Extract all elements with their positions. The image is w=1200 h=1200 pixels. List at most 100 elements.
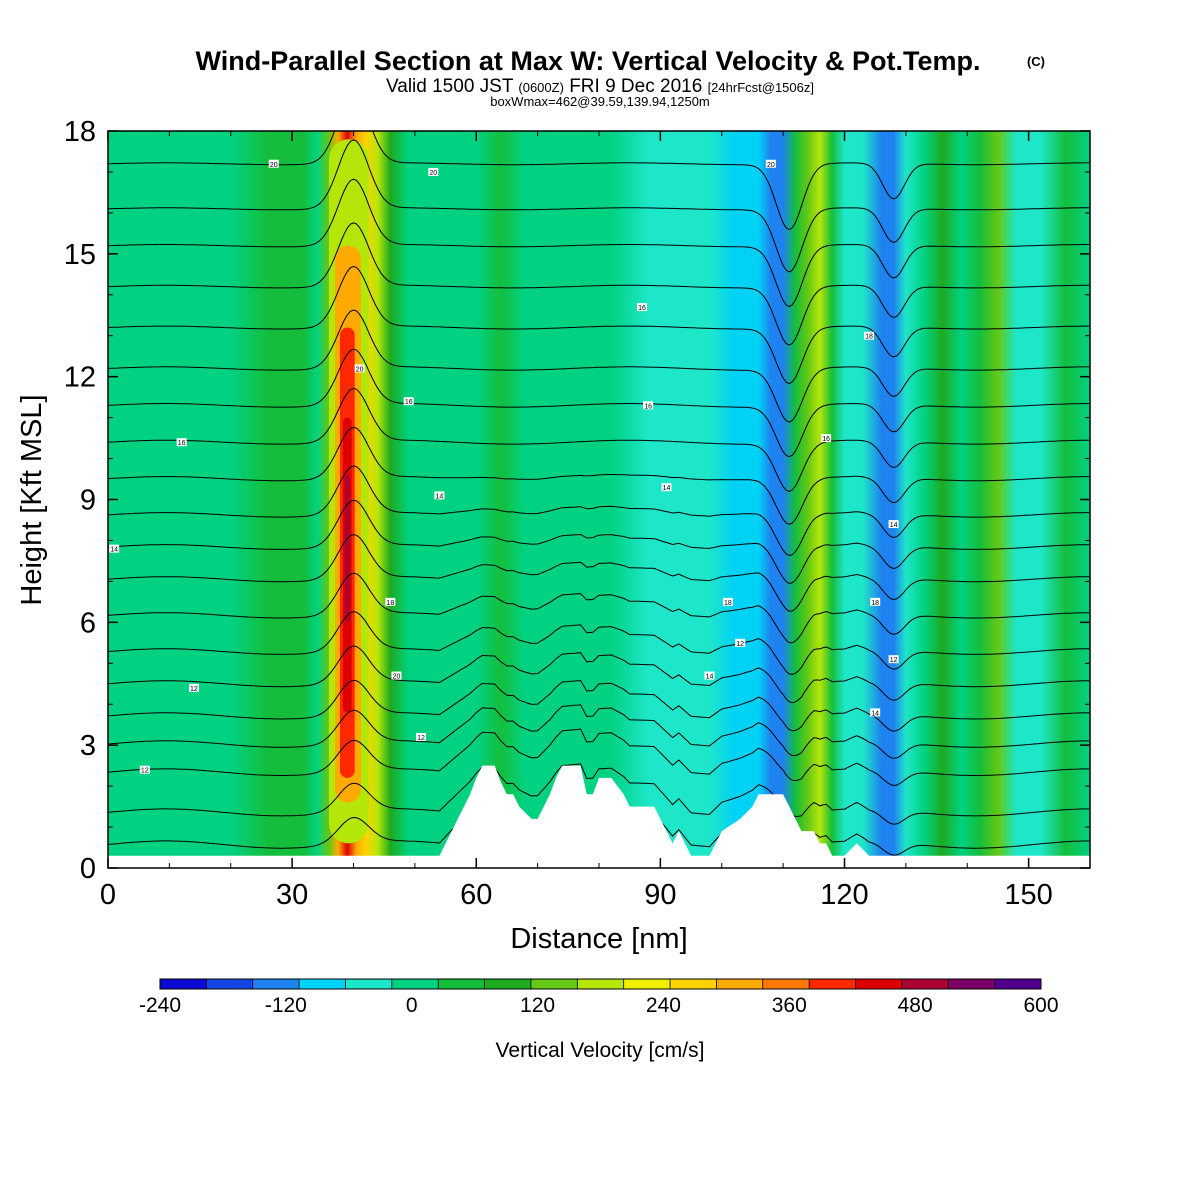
isentrope-label: 12 [417, 735, 425, 742]
x-tick-label: 90 [644, 879, 676, 911]
isentrope-label: 12 [890, 657, 898, 664]
y-tick-label: 15 [64, 239, 96, 271]
isentrope-line [108, 222, 1090, 346]
colorbar-swatch [670, 979, 717, 989]
isentrope-label: 20 [767, 162, 775, 169]
colorbar-frame [159, 978, 1042, 990]
x-tick-label: 30 [276, 879, 308, 911]
colorbar-swatch [530, 979, 578, 989]
isentrope-label: 16 [178, 440, 186, 447]
x-tick-label: 0 [100, 879, 116, 911]
colorbar-tick-label: 600 [1023, 994, 1058, 1017]
isentrope-label-bg [735, 638, 746, 647]
wind-field [108, 131, 1090, 868]
colorbar-swatch [623, 979, 671, 989]
isentrope-label-bg [888, 520, 899, 529]
isentrope-label: 20 [270, 162, 278, 169]
isentrope-label: 12 [190, 686, 198, 693]
isentrope-label: 18 [871, 600, 879, 607]
colorbar-ticks: -240 -120 0 120 240 360 480 600 [139, 994, 1059, 1017]
chart-title: Wind-Parallel Section at Max W: Vertical… [196, 46, 981, 76]
x-axis: 0 30 60 90 120 150 [100, 131, 1053, 911]
isentrope-label-bg [109, 544, 120, 553]
isentrope-label: 12 [736, 641, 744, 648]
isentrope-label-bg [864, 331, 875, 340]
isentrope-line [108, 763, 1090, 825]
colorbar-swatch [577, 979, 625, 989]
y-tick-label: 0 [80, 853, 96, 885]
isentrope-line [108, 704, 1090, 759]
colorbar-tick-label: -120 [265, 994, 307, 1017]
isentrope-label-bg [139, 765, 150, 774]
x-axis-label: Distance [nm] [510, 923, 687, 955]
isentrope-label-bg [434, 491, 445, 500]
isentrope-label: 12 [141, 768, 149, 775]
isentrope-label: 18 [386, 600, 394, 607]
colorbar-swatch [299, 979, 346, 989]
colorbar-swatch [948, 979, 996, 989]
isentrope-line [108, 309, 1090, 423]
isentrope-label: 20 [429, 170, 437, 177]
isentrope-label: 16 [822, 436, 830, 443]
chart-title-mark: (C) [1027, 54, 1045, 69]
colorbar-swatch [438, 979, 486, 989]
subtitle-valid: Valid 1500 JST [386, 76, 514, 97]
isentrope-line [108, 348, 1090, 458]
isentrope-label-bg [821, 434, 832, 443]
colorbar-swatch [160, 979, 207, 989]
isentrope-label: 14 [436, 493, 444, 500]
colorbar-tick-label: 480 [898, 994, 933, 1017]
isentrope-label-bg [636, 303, 647, 312]
isentrope-label-bg [385, 597, 396, 606]
colorbar-swatch [391, 979, 439, 989]
colorbar-swatch [345, 979, 393, 989]
isentrope-label: 14 [890, 522, 898, 529]
isentrope-label-bg [643, 401, 654, 410]
y-axis-label: Height [Kft MSL] [16, 394, 48, 605]
terrain [108, 765, 1090, 868]
isentrope-label-bg [176, 438, 187, 447]
subtitle-date: FRI 9 Dec 2016 [569, 76, 702, 97]
isentrope-label: 14 [706, 674, 714, 681]
chart-subtitle: Valid 1500 JST (0600Z) FRI 9 Dec 2016 [2… [386, 76, 814, 97]
isentrope-label-bg [268, 159, 279, 168]
isentrope-label-bg [765, 159, 776, 168]
isentrope-label: 14 [110, 547, 118, 554]
isentrope-label-bg [428, 167, 439, 176]
isentrope-label-bg [722, 597, 733, 606]
isentrope-line [108, 499, 1090, 584]
isentrope-line [108, 265, 1090, 385]
isentrope-label-bg [704, 671, 715, 680]
isentrope-label-bg [870, 708, 881, 717]
isentrope-layer [108, 131, 1090, 856]
isentrope-label-bg [416, 732, 427, 741]
isentrope-line [108, 178, 1090, 308]
isentrope-label-bg [870, 597, 881, 606]
isentrope-label-bg [888, 655, 899, 664]
isentrope-label: 18 [724, 600, 732, 607]
y-tick-label: 3 [80, 730, 96, 762]
isentrope-label: 18 [865, 334, 873, 341]
isentrope-label: 20 [393, 674, 401, 681]
isentrope-label: 16 [405, 399, 413, 406]
colorbar-swatch [252, 979, 300, 989]
isentrope-label-bg [188, 683, 199, 692]
isentrope-label: 20 [356, 366, 364, 373]
colorbar-tick-label: -240 [139, 994, 181, 1017]
x-tick-label: 60 [460, 879, 492, 911]
x-tick-label: 120 [820, 879, 868, 911]
isentrope-label: 14 [663, 485, 671, 492]
isentrope-line [108, 534, 1090, 612]
chart-info-line: boxWmax=462@39.59,139.94,1250m [490, 94, 710, 109]
colorbar-swatch [994, 979, 1042, 989]
subtitle-utc: (0600Z) [518, 80, 564, 95]
colorbar-swatch [809, 979, 857, 989]
y-tick-label: 9 [80, 485, 96, 517]
isentrope-label-bg [661, 483, 672, 492]
colorbar-swatch [901, 979, 949, 989]
isentrope-label-bg [354, 364, 365, 373]
updraft-core-band [344, 474, 350, 623]
y-axis: 0 3 6 9 12 15 18 [64, 116, 1090, 885]
isentrope-label: 16 [644, 403, 652, 410]
